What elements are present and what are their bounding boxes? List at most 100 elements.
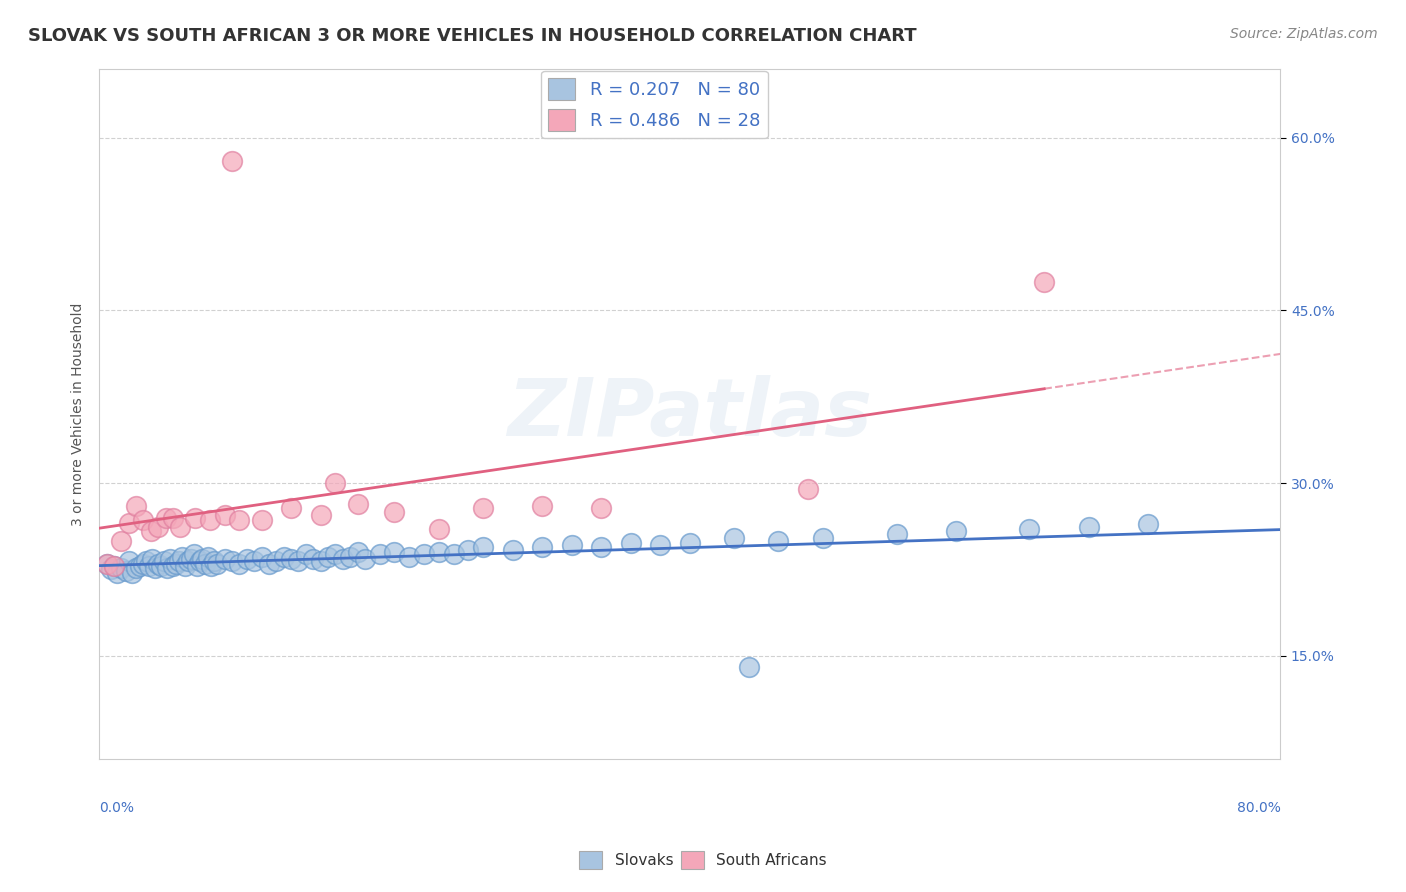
Point [561, 538, 583, 552]
Point [132, 557, 155, 571]
Point [184, 510, 207, 524]
Point [169, 520, 191, 534]
Point [96, 557, 118, 571]
Point [228, 557, 250, 571]
Text: ZIPatlas: ZIPatlas [508, 375, 872, 453]
Point [202, 554, 225, 568]
Point [346, 545, 368, 559]
Point [129, 558, 152, 573]
Point [591, 501, 613, 516]
Point [620, 536, 643, 550]
Point [180, 552, 202, 566]
Point [368, 548, 391, 562]
Point [236, 552, 259, 566]
Point [155, 510, 177, 524]
Point [118, 516, 141, 531]
Point [143, 561, 166, 575]
Point [221, 153, 243, 168]
Point [280, 501, 302, 516]
Point [1018, 522, 1040, 536]
Point [723, 531, 745, 545]
Point [177, 554, 200, 568]
Point [472, 501, 495, 516]
Point [110, 533, 132, 548]
Point [194, 557, 217, 571]
Point [148, 520, 170, 534]
Legend: R = 0.207   N = 80, R = 0.486   N = 28: R = 0.207 N = 80, R = 0.486 N = 28 [541, 70, 768, 138]
Point [413, 548, 436, 562]
Point [150, 558, 173, 573]
Point [114, 564, 136, 578]
Point [96, 557, 118, 571]
Point [332, 552, 354, 566]
Point [141, 552, 163, 566]
Point [472, 541, 495, 555]
Point [1077, 520, 1099, 534]
Point [502, 542, 524, 557]
Point [280, 552, 302, 566]
Point [273, 549, 295, 564]
Point [309, 508, 332, 523]
Point [153, 554, 176, 568]
Point [266, 554, 288, 568]
Point [650, 538, 672, 552]
Point [148, 557, 170, 571]
Point [214, 508, 236, 523]
Point [768, 533, 790, 548]
Point [354, 552, 377, 566]
Point [139, 524, 162, 539]
Point [198, 513, 221, 527]
Point [886, 526, 908, 541]
Point [121, 566, 143, 580]
Point [531, 499, 554, 513]
Point [302, 552, 325, 566]
Point [427, 522, 450, 536]
Point [162, 510, 184, 524]
Point [100, 562, 122, 576]
Point [250, 549, 273, 564]
Text: SLOVAK VS SOUTH AFRICAN 3 OR MORE VEHICLES IN HOUSEHOLD CORRELATION CHART: SLOVAK VS SOUTH AFRICAN 3 OR MORE VEHICL… [28, 27, 917, 45]
Point [214, 552, 236, 566]
Point [339, 549, 361, 564]
Point [173, 558, 195, 573]
Text: 0.0%: 0.0% [100, 801, 134, 814]
Point [398, 549, 420, 564]
Point [110, 561, 132, 575]
Point [105, 566, 128, 580]
Point [221, 554, 243, 568]
Point [183, 548, 205, 562]
Point [165, 557, 187, 571]
Point [156, 561, 179, 575]
Point [103, 558, 125, 573]
Point [797, 482, 820, 496]
Point [186, 558, 208, 573]
Point [295, 548, 318, 562]
Point [384, 505, 406, 519]
Point [346, 497, 368, 511]
Point [132, 513, 155, 527]
Point [738, 660, 761, 674]
Point [103, 558, 125, 573]
Point [228, 513, 250, 527]
Point [118, 554, 141, 568]
Point [325, 475, 347, 490]
Point [457, 542, 479, 557]
Point [243, 554, 266, 568]
Point [325, 548, 347, 562]
Point [531, 541, 554, 555]
Text: 80.0%: 80.0% [1237, 801, 1281, 814]
Point [162, 558, 184, 573]
Point [188, 554, 211, 568]
Point [287, 554, 309, 568]
Point [591, 541, 613, 555]
Point [427, 545, 450, 559]
Point [138, 558, 160, 573]
Legend: Slovaks, South Africans: Slovaks, South Africans [574, 845, 832, 875]
Point [316, 549, 339, 564]
Point [125, 499, 148, 513]
Point [200, 558, 222, 573]
Point [197, 549, 219, 564]
Point [309, 554, 332, 568]
Point [945, 524, 967, 539]
Point [443, 548, 465, 562]
